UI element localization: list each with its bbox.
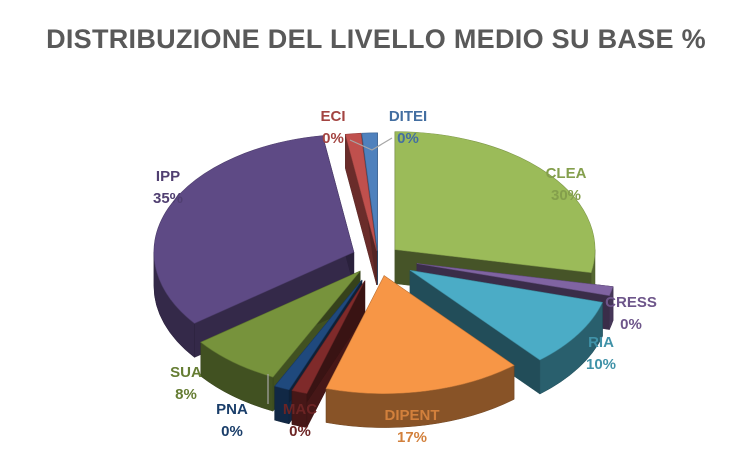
data-label-value-cress: 0%	[620, 316, 642, 333]
data-label-value-clea: 30%	[551, 187, 581, 204]
pie-slice-top	[325, 275, 515, 394]
data-label-value-pna: 0%	[221, 423, 243, 440]
pie-slice-dipent	[325, 275, 515, 428]
data-label-value-ditei: 0%	[397, 130, 419, 147]
data-label-name-dipent: DIPENT	[384, 407, 439, 424]
data-label-name-ipp: IPP	[156, 168, 180, 185]
pie-slice-ria	[409, 269, 603, 395]
data-label-name-cress: CRESS	[605, 294, 657, 311]
data-label-value-dipent: 17%	[397, 429, 427, 446]
pie-slice-mac	[291, 279, 366, 428]
data-label-name-ria: RIA	[588, 334, 614, 351]
data-label-name-clea: CLEA	[546, 165, 587, 182]
data-label-name-sua: SUA	[170, 364, 202, 381]
pie-slice-top	[153, 135, 355, 324]
data-label-value-ipp: 35%	[153, 190, 183, 207]
pie-slice-top	[394, 131, 596, 273]
data-label-value-eci: 0%	[322, 130, 344, 147]
data-label-name-mac: MAC	[283, 401, 317, 418]
data-label-name-ditei: DITEI	[389, 108, 427, 125]
pie-slice-top	[361, 132, 378, 251]
data-label-value-ria: 10%	[586, 356, 616, 373]
pie-slice-top	[200, 270, 361, 378]
data-label-value-mac: 0%	[289, 423, 311, 440]
leader-line-eci	[349, 137, 393, 151]
pie-slice-top	[416, 263, 614, 296]
chart-title: DISTRIBUZIONE DEL LIVELLO MEDIO SU BASE …	[46, 24, 706, 54]
pie-slice-eci	[344, 132, 377, 285]
pie-slice-top	[291, 280, 366, 394]
pie-slice-top	[409, 269, 603, 361]
pie-slice-top	[274, 279, 363, 391]
data-label-name-eci: ECI	[320, 108, 345, 125]
data-label-name-pna: PNA	[216, 401, 248, 418]
data-label-value-sua: 8%	[175, 386, 197, 403]
pie-slice-top	[344, 132, 377, 251]
